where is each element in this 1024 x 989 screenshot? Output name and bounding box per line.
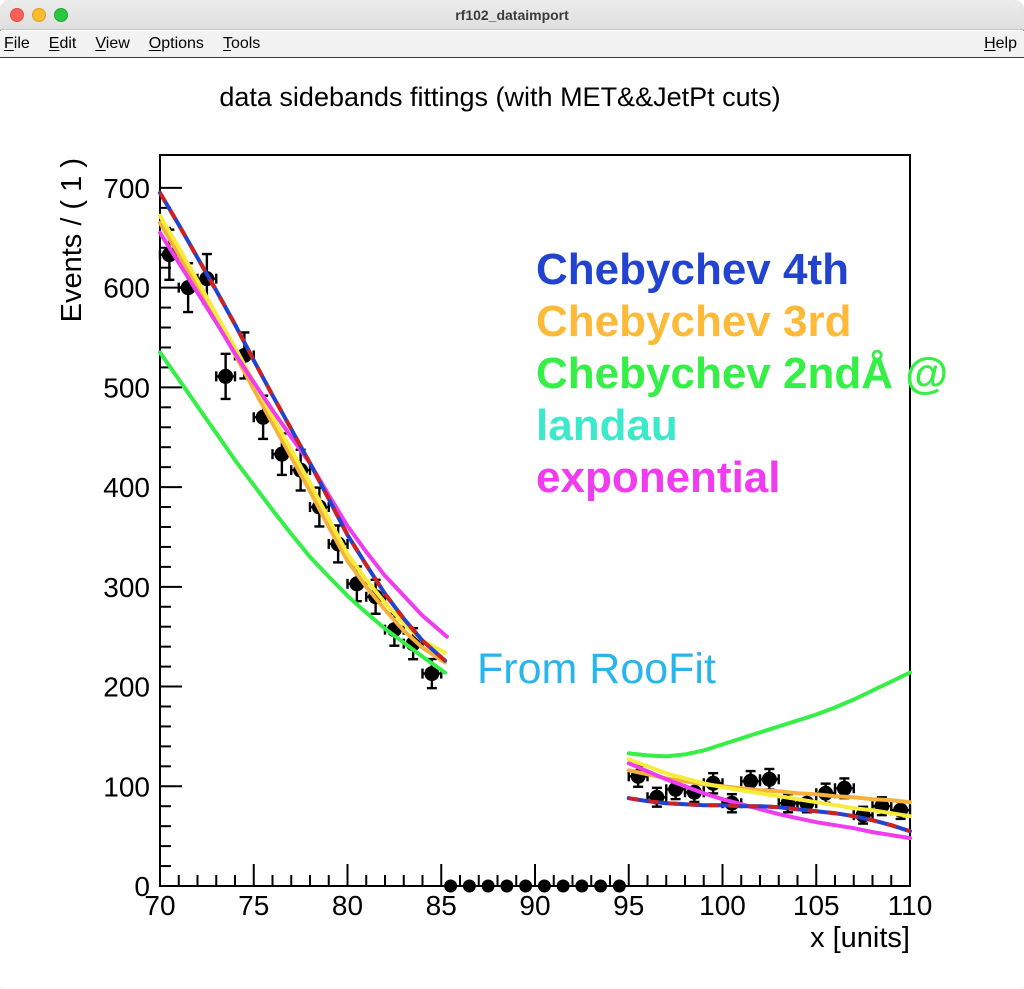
y-tick-label: 400 — [103, 472, 150, 503]
zero-bin-marker — [594, 879, 608, 893]
y-tick-label: 0 — [134, 871, 150, 902]
y-tick-label: 500 — [103, 372, 150, 403]
curve-landau — [626, 757, 912, 819]
plot-svg: 70 75 80 85 90 95 100 105 110 0 100 200 300 400 500 600… — [103, 154, 933, 921]
y-tick-label: 600 — [103, 273, 150, 304]
legend-item-4: exponential — [536, 453, 781, 502]
window-title: rf102_dataimport — [455, 7, 569, 23]
zero-bin-marker — [519, 879, 533, 893]
legend-item-3: landau — [536, 401, 678, 450]
window-controls — [10, 8, 68, 22]
menu-item-help[interactable]: Help — [984, 35, 1017, 52]
menu-item-view[interactable]: View — [95, 35, 130, 52]
legend: Chebychev 4th Chebychev 3rd Chebychev 2ndÅ… — [536, 244, 948, 504]
curve-chebychev-4th-dash-overlay — [158, 191, 447, 663]
title-bar: rf102_dataimport — [0, 0, 1024, 30]
plot-title: data sidebands fittings (with MET&&JetPt… — [219, 82, 781, 112]
zero-bin-marker — [575, 879, 589, 893]
menu-item-edit[interactable]: Edit — [48, 35, 77, 52]
curve-exponential — [626, 761, 912, 841]
y-tick-label: 700 — [103, 173, 150, 204]
curve-chebychev-2nd — [158, 350, 447, 675]
y-axis-title: Events / ( 1 ) — [56, 158, 88, 323]
x-axis-title: x [units] — [810, 922, 910, 954]
zero-bin-marker — [500, 879, 514, 893]
x-tick-label: 80 — [332, 890, 363, 921]
menu-item-options[interactable]: Options — [148, 35, 204, 52]
curve-chebychev-3rd — [626, 768, 912, 805]
curve-chebychev-2nd — [626, 670, 912, 759]
zero-bin-marker — [462, 879, 476, 893]
zero-bin-marker — [556, 879, 570, 893]
zero-bin-marker — [481, 879, 495, 893]
data-point — [215, 352, 237, 401]
x-tick-label: 95 — [613, 890, 644, 921]
curve-chebychev-4th-dash-overlay — [628, 796, 911, 834]
x-tick-label: 75 — [238, 890, 269, 921]
y-tick-label: 100 — [103, 771, 150, 802]
legend-item-1: Chebychev 3rd — [536, 297, 852, 346]
close-button[interactable] — [10, 8, 24, 22]
x-tick-label: 100 — [699, 890, 746, 921]
legend-item-0: Chebychev 4th — [536, 245, 849, 294]
data-point — [758, 767, 780, 791]
x-tick-label: 105 — [793, 890, 840, 921]
x-tick-label: 85 — [426, 890, 457, 921]
roofit-watermark: From RooFit — [477, 645, 716, 693]
legend-item-2: Chebychev 2ndÅ @ — [536, 349, 949, 398]
menu-item-file[interactable]: File — [4, 35, 30, 52]
x-tick-label: 90 — [519, 890, 550, 921]
x-tick-label: 110 — [888, 890, 933, 921]
y-tick-label: 300 — [103, 572, 150, 603]
zoom-button[interactable] — [54, 8, 68, 22]
zero-bin-marker — [537, 879, 551, 893]
zero-bin-marker — [612, 879, 626, 893]
minimize-button[interactable] — [32, 8, 46, 22]
curve-landau — [158, 213, 447, 655]
x-tick-label: 70 — [144, 890, 175, 921]
menu-bar: File Edit View Options Tools Help — [0, 31, 1024, 58]
y-tick-label: 200 — [103, 672, 150, 703]
plot-canvas: 70 75 80 85 90 95 100 105 110 0 100 200 300 400 500 600… — [0, 58, 1024, 989]
menu-item-tools[interactable]: Tools — [222, 35, 261, 52]
zero-bin-marker — [444, 879, 458, 893]
